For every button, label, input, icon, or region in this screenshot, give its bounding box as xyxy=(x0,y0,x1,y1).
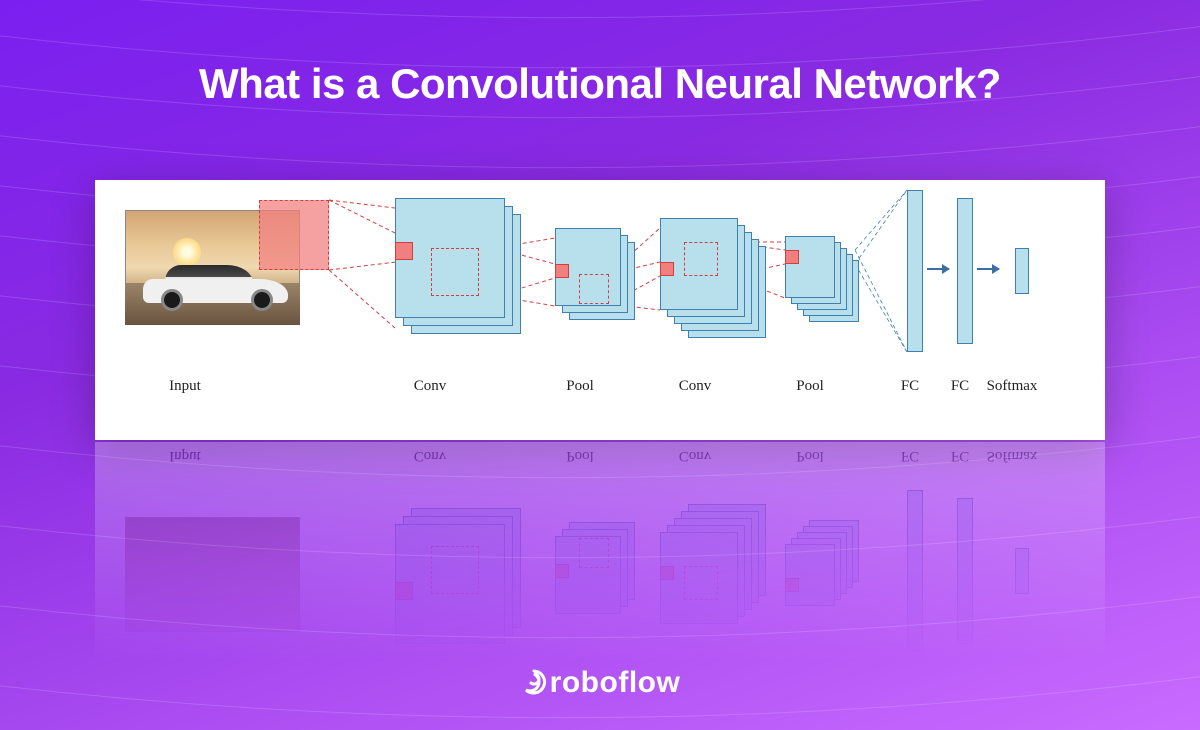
label-pool2: Pool xyxy=(770,378,850,395)
label-conv1: Conv xyxy=(390,447,470,464)
label-conv2: Conv xyxy=(655,378,735,395)
label-softmax: Softmax xyxy=(972,378,1052,395)
arrow-icon xyxy=(927,268,949,270)
label-softmax: Softmax xyxy=(972,447,1052,464)
panel-reflection: InputConvPoolConvPoolFCFCSoftmax xyxy=(95,442,1105,662)
layer-conv2 xyxy=(660,504,766,624)
logo-icon xyxy=(520,668,548,696)
layer-conv1 xyxy=(395,198,521,334)
label-input: Input xyxy=(145,447,225,464)
layer-softmax xyxy=(1015,248,1029,294)
page-title: What is a Convolutional Neural Network? xyxy=(0,60,1200,108)
diagram-panel: InputConvPoolConvPoolFCFCSoftmax xyxy=(95,180,1105,440)
layer-fc1 xyxy=(907,190,923,352)
cnn-diagram: InputConvPoolConvPoolFCFCSoftmax xyxy=(95,180,1105,440)
layer-pool2 xyxy=(785,520,859,606)
label-conv2: Conv xyxy=(655,447,735,464)
label-pool2: Pool xyxy=(770,447,850,464)
layer-fc2 xyxy=(957,198,973,344)
arrow-icon xyxy=(977,268,999,270)
label-pool1: Pool xyxy=(540,447,620,464)
layer-conv2 xyxy=(660,218,766,338)
label-pool1: Pool xyxy=(540,378,620,395)
layer-conv1 xyxy=(395,508,521,644)
input-kernel xyxy=(259,200,329,270)
layer-fc2 xyxy=(957,498,973,644)
brand-name: roboflow xyxy=(550,666,681,699)
layer-pool1 xyxy=(555,522,635,614)
brand-logo: roboflow xyxy=(0,666,1200,700)
layer-softmax xyxy=(1015,548,1029,594)
label-conv1: Conv xyxy=(390,378,470,395)
label-input: Input xyxy=(145,378,225,395)
layer-fc1 xyxy=(907,490,923,652)
layer-pool1 xyxy=(555,228,635,320)
layer-pool2 xyxy=(785,236,859,322)
